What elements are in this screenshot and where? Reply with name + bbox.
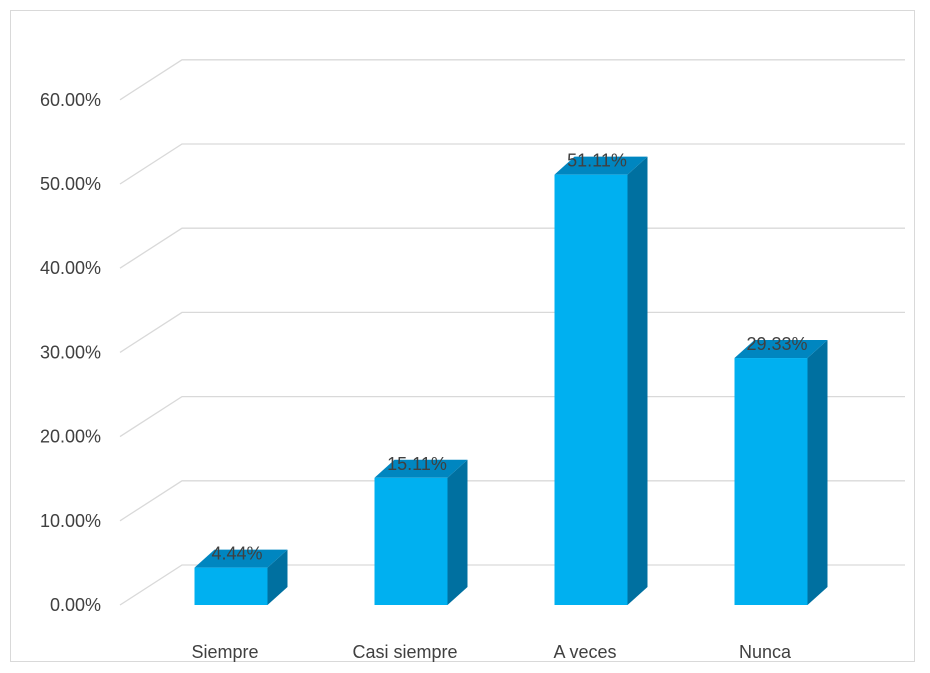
bar-top bbox=[374, 459, 468, 478]
gridline bbox=[119, 480, 905, 522]
bar-top bbox=[554, 156, 648, 175]
y-tick-label: 0.00% bbox=[50, 595, 101, 615]
bar bbox=[734, 340, 828, 605]
bar-side bbox=[627, 156, 648, 605]
bar-side bbox=[447, 459, 468, 605]
bars bbox=[194, 156, 828, 605]
gridline bbox=[119, 143, 905, 185]
y-tick-label: 20.00% bbox=[40, 427, 101, 447]
bar-side bbox=[807, 340, 828, 605]
bar-front bbox=[194, 567, 268, 605]
bar-front bbox=[734, 358, 808, 605]
bar-top bbox=[194, 549, 288, 568]
category-label: Casi siempre bbox=[352, 642, 457, 662]
y-axis-tick-labels: 0.00% 10.00% 20.00% 30.00% 40.00% 50.00% 60.00… bbox=[40, 90, 101, 615]
bar bbox=[194, 549, 288, 605]
y-tick-label: 30.00% bbox=[40, 342, 101, 362]
gridline bbox=[119, 564, 905, 606]
y-tick-label: 40.00% bbox=[40, 258, 101, 278]
category-label: A veces bbox=[553, 642, 616, 662]
bar bbox=[554, 156, 648, 605]
gridline bbox=[119, 395, 905, 438]
data-label: 51.11% bbox=[567, 151, 627, 171]
gridlines bbox=[119, 59, 905, 606]
data-label: 29.33% bbox=[746, 334, 807, 354]
y-tick-label: 50.00% bbox=[40, 174, 101, 194]
data-labels: 4.44% 15.11% 51.11% 29.33% bbox=[211, 151, 807, 564]
bar bbox=[374, 459, 468, 605]
x-axis-category-labels: Siempre Casi siempre A veces Nunca bbox=[191, 642, 792, 662]
category-label: Siempre bbox=[191, 642, 258, 662]
data-label: 4.44% bbox=[211, 544, 262, 564]
bar-side bbox=[267, 549, 288, 605]
bar-front bbox=[374, 477, 448, 605]
bar-front bbox=[554, 174, 628, 605]
y-tick-label: 10.00% bbox=[40, 511, 101, 531]
bar-top bbox=[734, 340, 828, 359]
gridline bbox=[119, 227, 905, 269]
data-label: 15.11% bbox=[387, 454, 447, 474]
y-tick-label: 60.00% bbox=[40, 90, 101, 110]
category-label: Nunca bbox=[739, 642, 792, 662]
gridline bbox=[119, 311, 905, 353]
gridline bbox=[119, 59, 905, 101]
